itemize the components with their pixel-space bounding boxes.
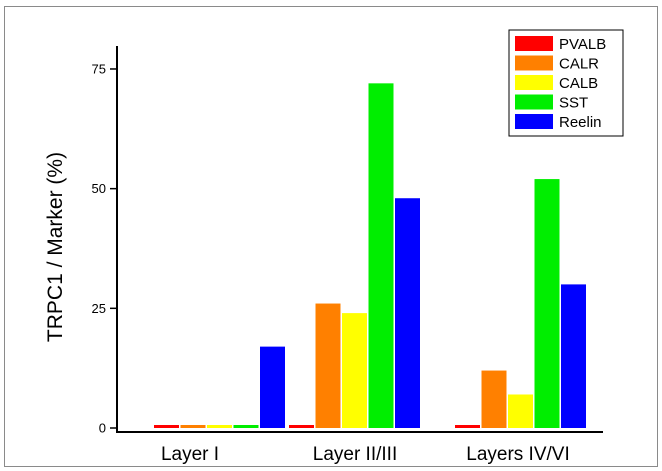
legend-swatch-calb <box>515 75 553 90</box>
bar-pvalb-2 <box>289 425 314 428</box>
bar-calb-3 <box>508 394 533 428</box>
bars-layer <box>154 83 586 428</box>
y-axis-ticks: 0 25 50 75 <box>92 61 117 436</box>
bar-sst-2 <box>368 83 394 428</box>
bar-calb-2 <box>342 313 367 428</box>
bar-reelin-1 <box>260 346 285 428</box>
legend-label-reelin: Reelin <box>559 114 602 131</box>
x-category-label: Layer II/III <box>313 444 397 465</box>
y-tick-label: 0 <box>99 421 106 436</box>
y-tick-label: 25 <box>92 301 106 316</box>
legend-swatch-calr <box>515 55 553 71</box>
legend-label-calb: CALB <box>559 75 598 92</box>
legend-swatch-sst <box>515 94 553 110</box>
x-axis-labels: Layer I Layer II/III Layers IV/VI <box>161 444 570 465</box>
y-tick-label: 50 <box>92 181 106 196</box>
bar-reelin-2 <box>395 198 420 428</box>
y-axis-title: TRPC1 / Marker (%) <box>44 152 67 342</box>
legend-swatch-pvalb <box>515 36 553 51</box>
bar-calr-1 <box>180 425 206 428</box>
y-tick-label: 75 <box>92 61 106 76</box>
bar-reelin-3 <box>561 284 586 428</box>
x-category-label: Layer I <box>161 444 219 465</box>
legend-swatch-reelin <box>515 114 553 129</box>
legend-label-calr: CALR <box>559 56 599 73</box>
bar-calr-3 <box>481 370 507 428</box>
legend-label-pvalb: PVALB <box>559 36 606 53</box>
bar-sst-3 <box>534 179 560 428</box>
bar-sst-1 <box>233 425 259 428</box>
bar-pvalb-1 <box>154 425 179 428</box>
x-category-label: Layers IV/VI <box>466 444 570 465</box>
bar-calb-1 <box>207 425 232 428</box>
legend-label-sst: SST <box>559 95 588 112</box>
bar-pvalb-3 <box>455 425 480 428</box>
legend: PVALB CALR CALB SST Reelin <box>508 29 624 137</box>
bar-calr-2 <box>315 303 341 428</box>
